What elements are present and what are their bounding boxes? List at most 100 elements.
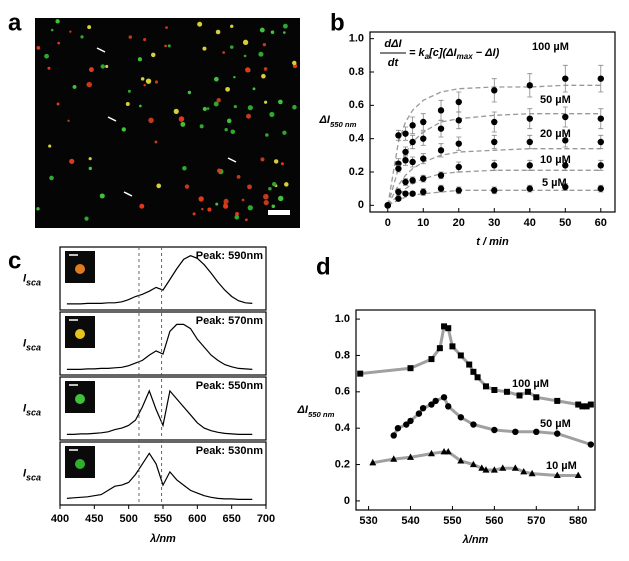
y-axis-label: Isca [23,467,41,482]
marker [437,107,445,114]
marker [587,441,595,448]
particle [243,54,247,58]
subplot-frame [59,376,267,441]
marker [597,185,604,192]
x-tick-label: 0 [385,217,391,229]
plot-frame [369,31,616,213]
particle [88,157,92,161]
micrograph-background [35,18,300,228]
marker [524,388,531,395]
particle [225,86,230,92]
particle [88,67,94,73]
y-axis-label-main: I [23,337,27,349]
equation-sub: max [457,52,474,61]
marker [445,325,452,332]
marker [441,323,448,330]
x-tick-label: 550 [154,513,172,525]
particle [100,64,105,69]
marker [395,132,402,139]
particle [197,21,203,27]
x-tick-label: 650 [222,513,240,525]
marker [457,457,465,464]
y-axis-label: Isca [23,402,41,417]
series-label: 100 µM [532,41,569,53]
y-axis-label: ΔI550 nm [319,114,357,129]
marker [583,403,590,410]
marker [533,428,540,436]
marker [437,125,445,132]
y-axis-label-main: ΔI [297,404,309,416]
equation: dΔI dt = ka[c](ΔImax − ΔI) [376,34,566,72]
peak-label: Peak: 550nm [196,380,263,392]
particle [182,165,187,171]
scale-bar [268,210,290,215]
y-axis-label: Isca [23,272,41,287]
particle [127,89,131,93]
marker [409,177,416,184]
marker [390,432,397,439]
particle [128,35,133,39]
particle [207,207,212,212]
marker [499,464,507,471]
particle [224,127,228,132]
particle [230,24,234,28]
particle [271,204,276,209]
y-axis-label-main: I [23,272,27,284]
marker [444,448,452,455]
y-tick-label: 0 [344,495,350,507]
marker [407,417,414,425]
particle [84,216,89,221]
marker [491,187,498,194]
marker [526,162,533,169]
marker [449,343,456,350]
marker [409,158,416,166]
particle [137,57,143,62]
y-axis-label-sub: sca [26,473,41,483]
inset-particle [75,459,85,469]
arrow [107,116,117,122]
particle [246,113,252,119]
particle [150,52,156,58]
particle [154,80,159,84]
particle [264,100,268,104]
particle [270,30,275,34]
y-tick-label: 0.6 [335,386,350,398]
x-axis-label: t / min [476,236,509,248]
marker [395,165,402,172]
spectrum [66,389,253,435]
x-tick-label: 560 [485,515,503,527]
inset-particle [75,329,85,339]
particle [67,119,70,123]
plot-frame [355,309,596,511]
particle [217,168,222,173]
y-tick-label: 0.8 [335,349,350,361]
y-axis-label-sub: sca [26,343,41,353]
particle [247,105,253,111]
particle [261,73,266,79]
equation-rhs: = ka[c](ΔImax − ΔI) [409,47,500,61]
y-tick-label: 0.6 [349,99,364,111]
particle [271,182,277,187]
marker [528,469,536,477]
subplot-frame [59,311,267,376]
x-tick-label: 450 [85,513,103,525]
marker [482,383,489,390]
particle [80,35,84,39]
particle [292,60,297,66]
equation-denominator: dt [388,57,400,69]
marker [420,135,427,142]
marker [390,455,398,462]
marker [432,397,439,405]
particle [213,101,219,107]
particle [226,118,232,124]
marker [554,430,561,437]
x-tick-label: 20 [453,217,465,229]
x-tick-label: 500 [119,513,137,525]
marker [597,162,604,169]
y-axis-label: Isca [23,337,41,352]
marker [512,428,519,436]
y-tick-label: 0.4 [335,422,351,434]
particle [236,174,241,179]
marker [436,345,443,352]
